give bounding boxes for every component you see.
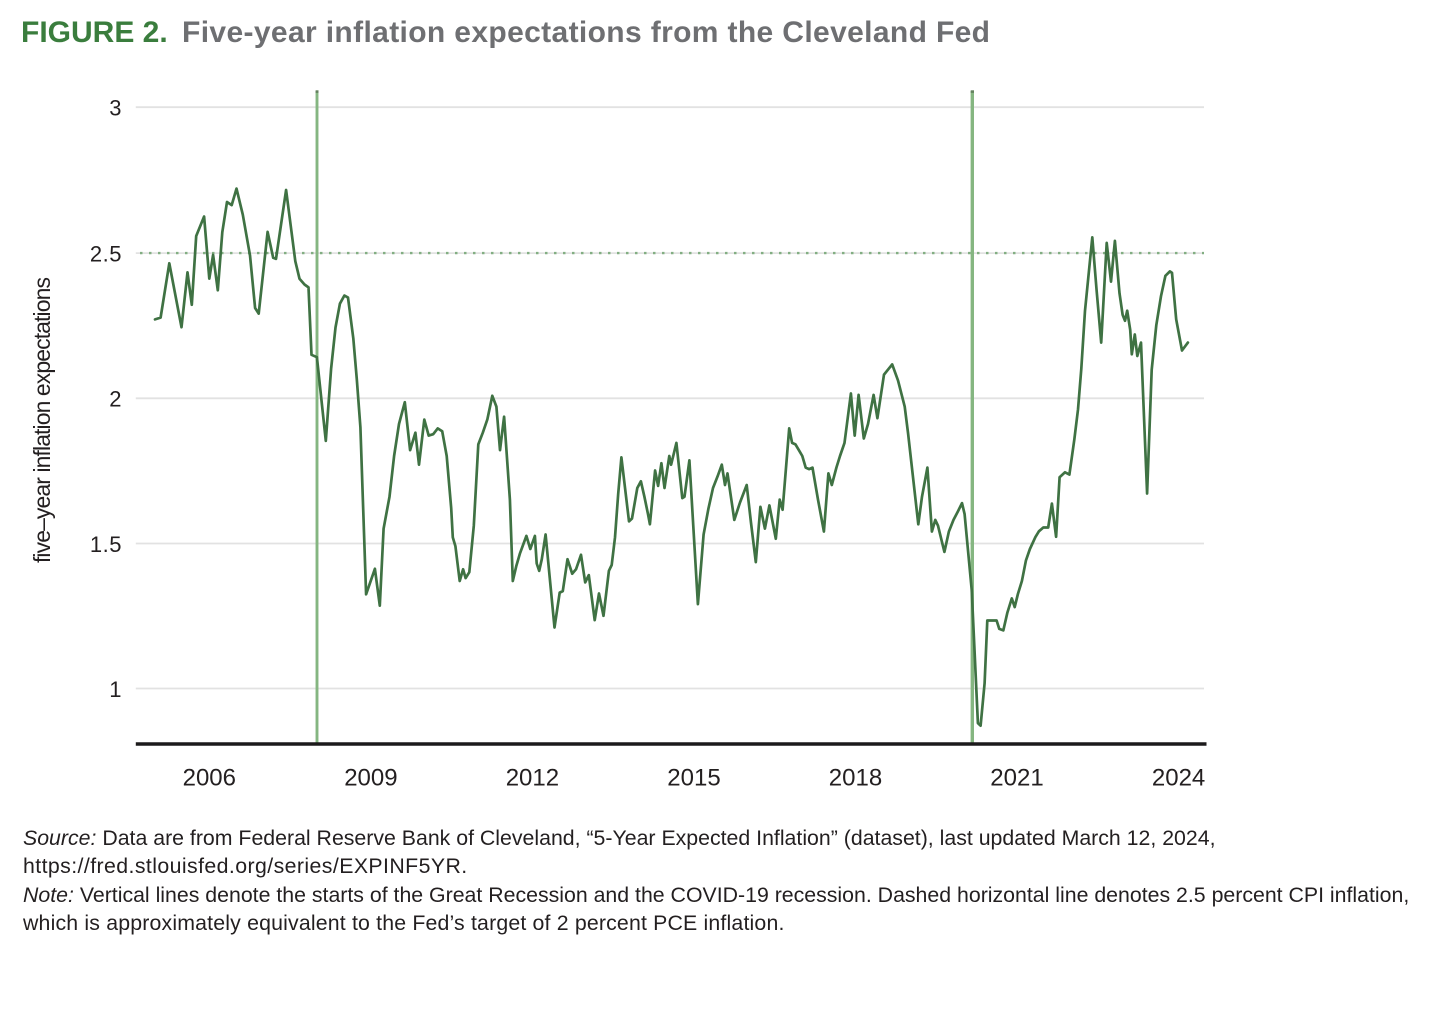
svg-text:3: 3: [109, 96, 122, 121]
svg-text:2021: 2021: [990, 765, 1043, 792]
svg-text:2018: 2018: [829, 765, 882, 792]
svg-text:1: 1: [109, 677, 122, 702]
svg-text:2009: 2009: [344, 765, 397, 792]
svg-text:2012: 2012: [506, 765, 559, 792]
svg-text:1.5: 1.5: [90, 532, 122, 557]
svg-text:2.5: 2.5: [90, 242, 122, 267]
svg-text:2: 2: [109, 387, 122, 412]
svg-text:2024: 2024: [1152, 765, 1205, 792]
svg-text:five–year inflation expectatio: five–year inflation expectations: [29, 278, 55, 564]
svg-text:2006: 2006: [183, 765, 236, 792]
svg-text:2015: 2015: [667, 765, 720, 792]
